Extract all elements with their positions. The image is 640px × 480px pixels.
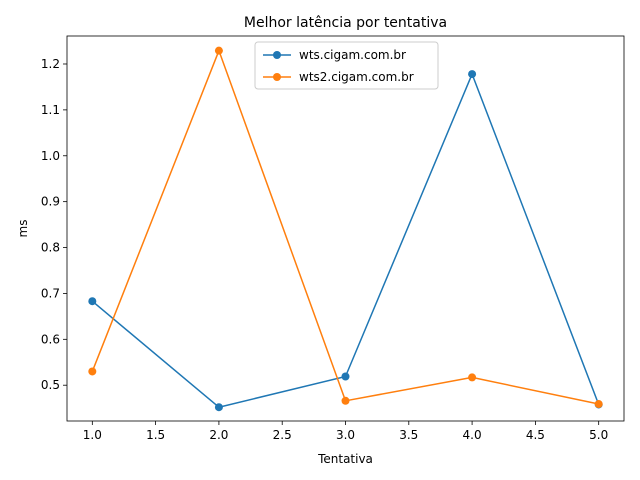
legend-label: wts.cigam.com.br xyxy=(299,48,406,62)
data-point xyxy=(88,297,97,306)
legend-label: wts2.cigam.com.br xyxy=(299,70,414,84)
y-tick-label: 1.0 xyxy=(41,149,60,163)
y-tick-label: 0.6 xyxy=(41,332,60,346)
y-tick-label: 0.7 xyxy=(41,286,60,300)
legend-swatch-marker xyxy=(273,73,281,81)
x-tick-label: 3.5 xyxy=(399,428,418,442)
data-point xyxy=(468,373,477,382)
y-tick-label: 0.8 xyxy=(41,241,60,255)
x-tick-label: 4.5 xyxy=(526,428,545,442)
y-tick-label: 0.9 xyxy=(41,195,60,209)
legend-item-1: wts.cigam.com.br xyxy=(263,48,406,62)
data-point xyxy=(468,70,477,79)
data-point xyxy=(88,367,97,376)
x-tick-label: 1.5 xyxy=(146,428,165,442)
chart-title: Melhor latência por tentativa xyxy=(244,15,447,31)
legend-item-2: wts2.cigam.com.br xyxy=(263,70,414,84)
data-point xyxy=(341,396,350,405)
data-point xyxy=(214,46,223,55)
y-tick-label: 1.1 xyxy=(41,103,60,117)
x-tick-label: 5.0 xyxy=(589,428,608,442)
x-tick-label: 2.0 xyxy=(209,428,228,442)
legend-box xyxy=(254,41,439,90)
axes-layer: 1.0 1.5 2.0 2.5 3.0 3.5 4.0 4.5 5.0 0.5 0.6 0.7 0.8 0… xyxy=(41,35,625,442)
x-axis-label: Tentativa xyxy=(317,452,373,466)
series-layer xyxy=(88,46,603,412)
y-axis-label: ms xyxy=(16,220,30,238)
x-tick-label: 2.5 xyxy=(273,428,292,442)
series-2 xyxy=(88,46,603,409)
x-tick-label: 3.0 xyxy=(336,428,355,442)
x-tick-label: 1.0 xyxy=(83,428,102,442)
x-tick-label: 4.0 xyxy=(463,428,482,442)
legend-swatch-marker xyxy=(273,51,281,59)
data-point xyxy=(214,403,223,412)
y-tick-label: 0.5 xyxy=(41,378,60,392)
legend: wts.cigam.com.br wts2.cigam.com.br xyxy=(254,41,439,90)
data-point xyxy=(594,400,603,409)
y-tick-label: 1.2 xyxy=(41,57,60,71)
data-point xyxy=(341,372,350,381)
